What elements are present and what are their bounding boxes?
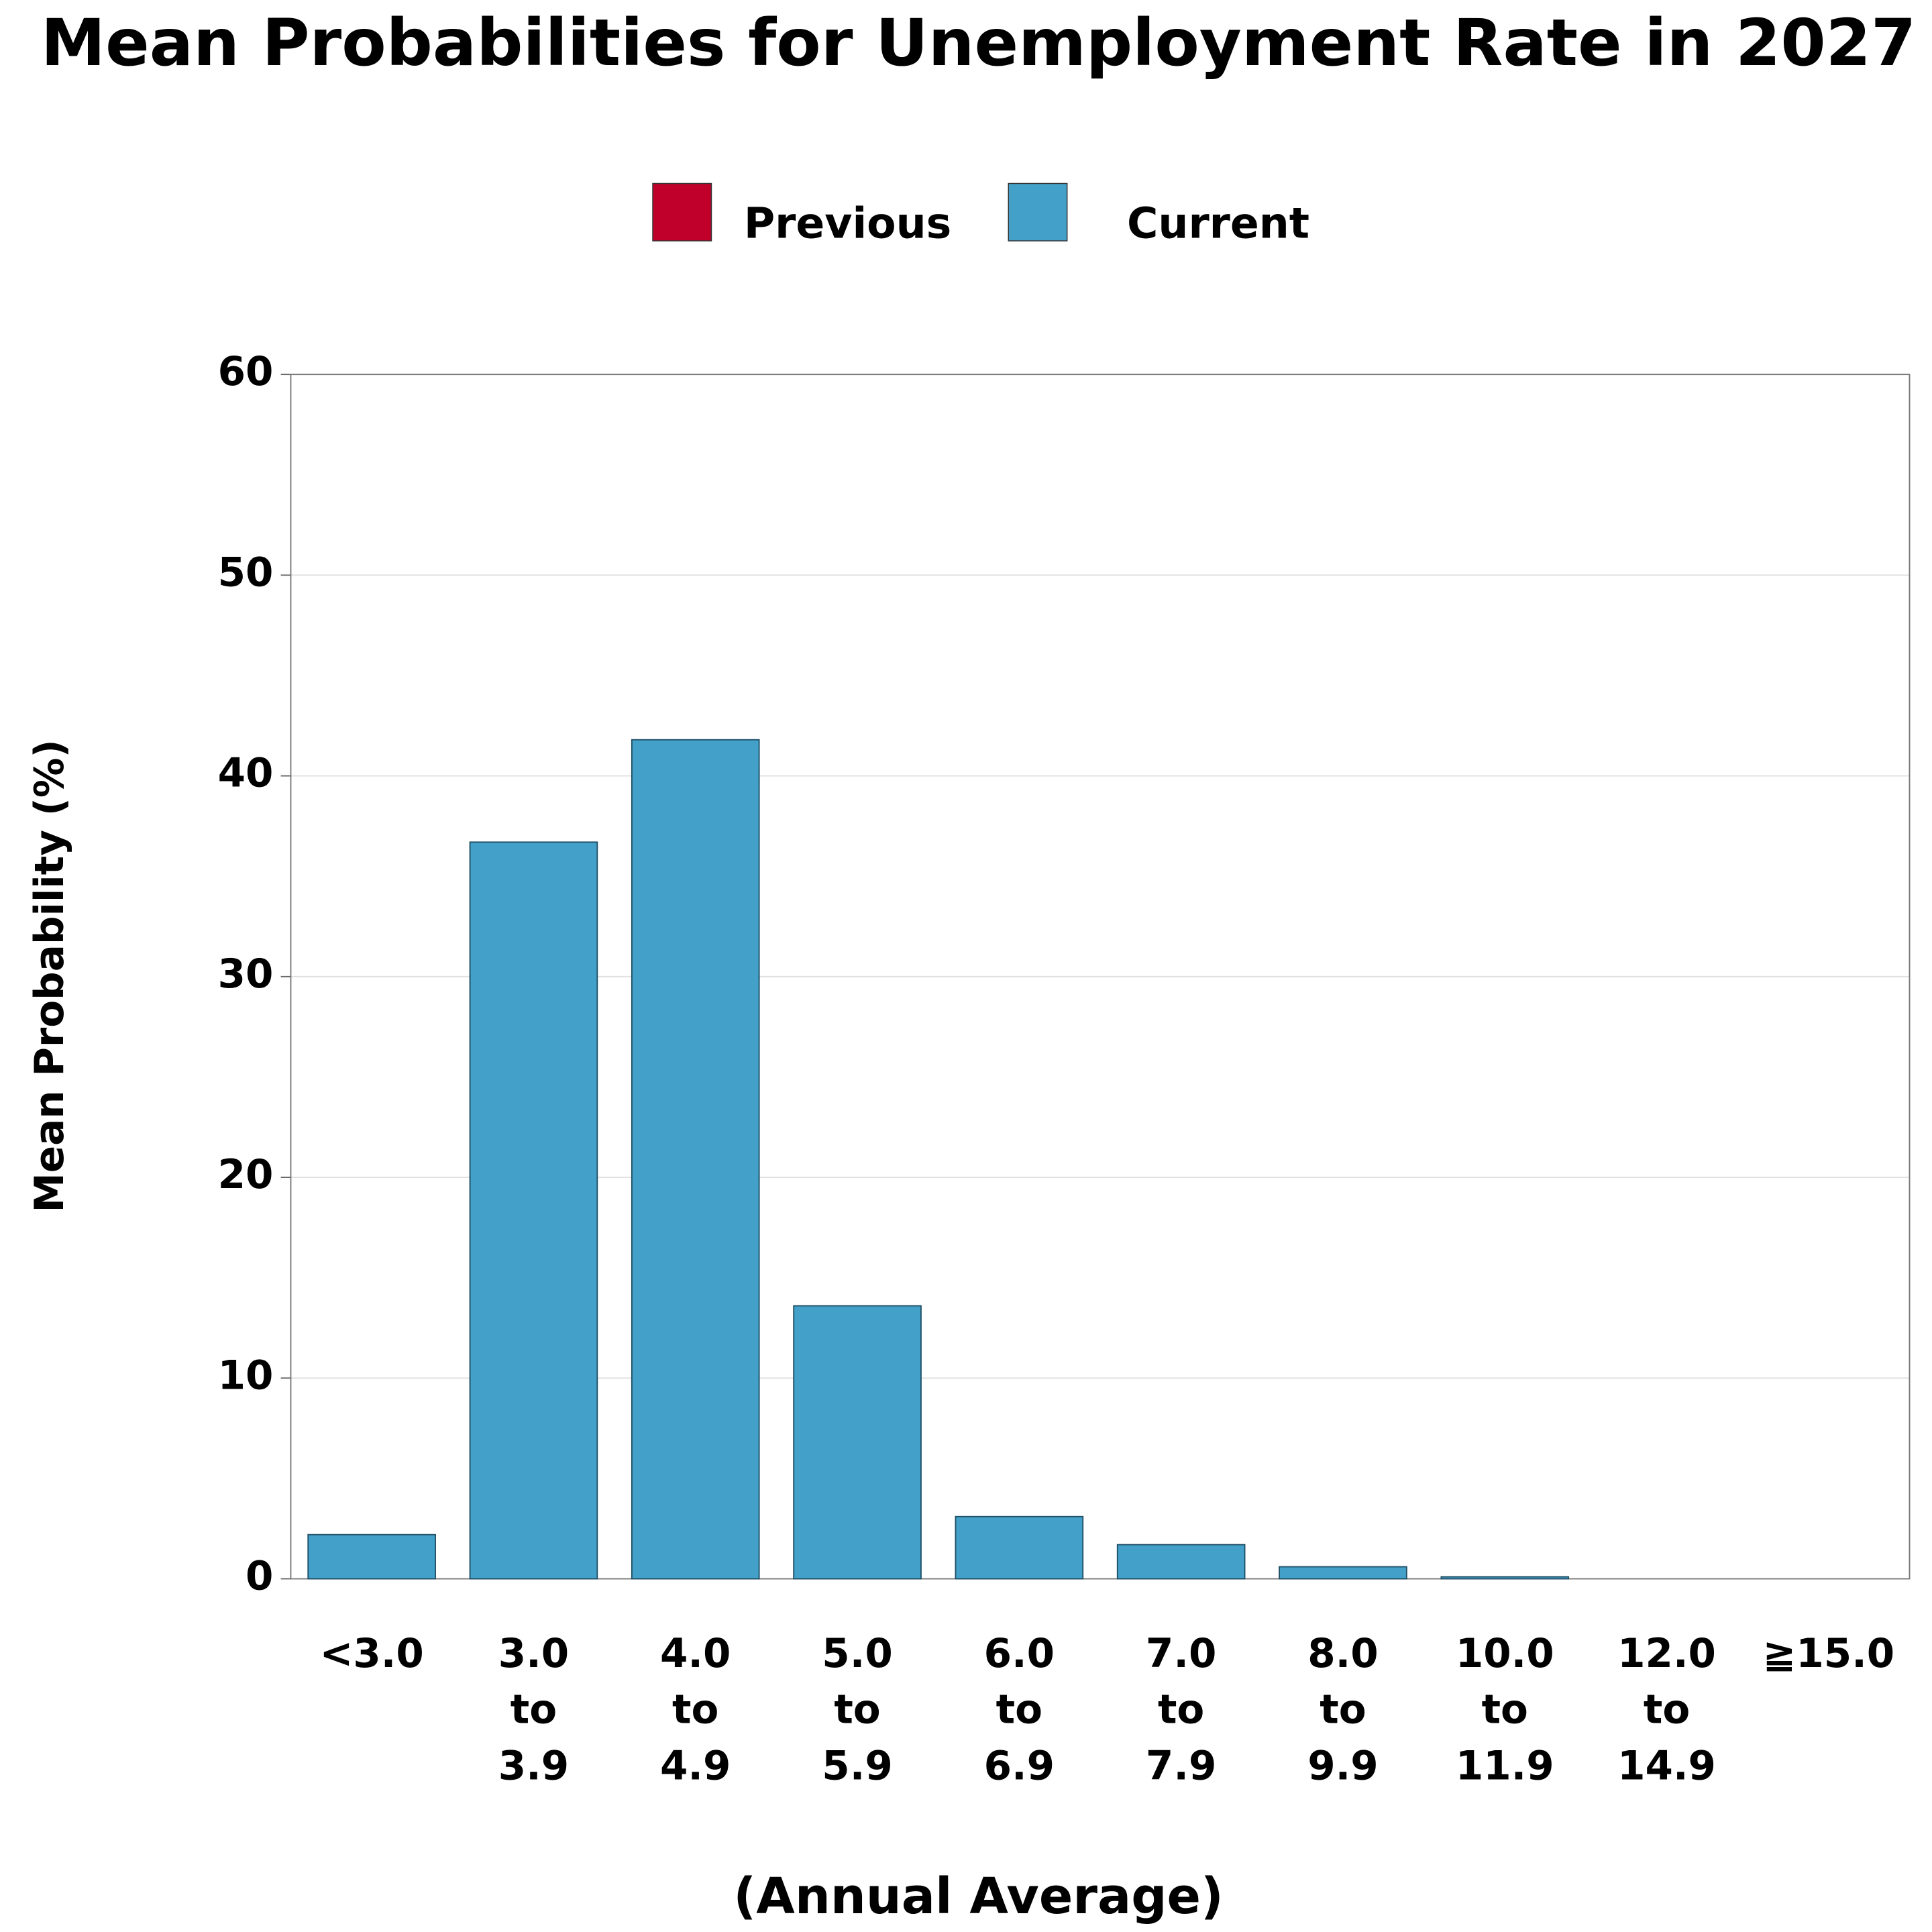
- x-tick-label: 5.0: [822, 1631, 892, 1677]
- x-tick-label: 11.9: [1456, 1743, 1554, 1789]
- bar: [469, 841, 598, 1580]
- x-tick-label: 6.0: [984, 1631, 1055, 1677]
- bar: [793, 1305, 922, 1580]
- bar: [1440, 1576, 1570, 1580]
- x-tick-label: to: [1482, 1687, 1528, 1733]
- legend-label: Previous: [744, 198, 952, 248]
- y-tick-label: 30: [218, 951, 274, 998]
- x-tick-label: 5.9: [822, 1743, 892, 1789]
- bar: [631, 739, 760, 1580]
- x-axis-label: (Annual Average): [733, 1867, 1224, 1925]
- x-tick-label: 3.0: [498, 1631, 569, 1677]
- x-tick-label: 12.0: [1617, 1631, 1716, 1677]
- legend-swatch: [1008, 182, 1068, 241]
- x-tick-label: to: [672, 1687, 718, 1733]
- bar: [307, 1534, 436, 1580]
- x-tick-label: to: [834, 1687, 880, 1733]
- x-tick-label: 7.0: [1146, 1631, 1216, 1677]
- x-tick-label: to: [511, 1687, 557, 1733]
- y-axis-label: Mean Probability (%): [27, 739, 73, 1212]
- x-tick-label: to: [1158, 1687, 1204, 1733]
- chart-title: Mean Probabilities for Unemployment Rate…: [41, 5, 1916, 80]
- x-tick-label: 4.9: [660, 1743, 731, 1789]
- x-tick-label: 9.9: [1307, 1743, 1378, 1789]
- x-tick-label: <3.0: [319, 1631, 423, 1677]
- x-tick-label: 8.0: [1307, 1631, 1378, 1677]
- y-tick-label: 0: [246, 1554, 273, 1600]
- bar: [1279, 1566, 1407, 1580]
- bar: [1116, 1544, 1246, 1580]
- x-tick-label: ≧15.0: [1763, 1631, 1895, 1677]
- x-tick-label: to: [1320, 1687, 1366, 1733]
- y-tick-label: 40: [218, 751, 274, 797]
- x-tick-label: 7.9: [1146, 1743, 1216, 1789]
- x-tick-label: 14.9: [1617, 1743, 1716, 1789]
- y-tick-label: 60: [218, 349, 274, 395]
- x-tick-label: 6.9: [984, 1743, 1055, 1789]
- x-tick-label: to: [1644, 1687, 1690, 1733]
- x-tick-label: 4.0: [660, 1631, 731, 1677]
- x-tick-label: to: [996, 1687, 1042, 1733]
- plot-frame: [290, 374, 1911, 1580]
- x-tick-label: 3.9: [498, 1743, 569, 1789]
- legend-label: Current: [1127, 198, 1309, 248]
- bar: [955, 1515, 1084, 1580]
- y-tick-label: 20: [218, 1152, 274, 1198]
- y-tick-label: 10: [218, 1352, 274, 1399]
- y-tick-label: 50: [218, 549, 274, 596]
- x-tick-label: 10.0: [1456, 1631, 1554, 1677]
- legend-swatch: [652, 182, 712, 241]
